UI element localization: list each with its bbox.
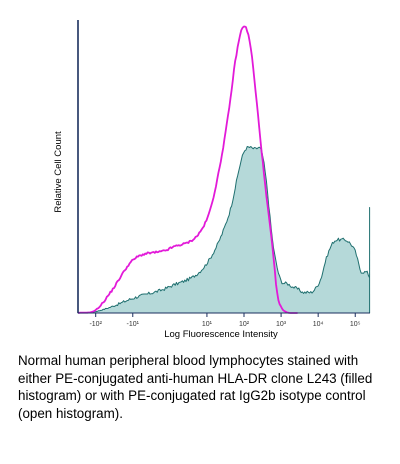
filled-histogram-hla-dr [77, 146, 371, 314]
figure-caption: Normal human peripheral blood lymphocyte… [18, 353, 373, 421]
open-histogram-isotype-control [77, 25, 298, 314]
x-tick-label: -10² [89, 321, 102, 328]
x-axis-ticks: -10² -10¹ 10¹ 10² 10³ 10⁴ 10⁵ [89, 313, 361, 328]
x-tick-label: 10² [239, 321, 250, 328]
x-tick-label: 10⁵ [350, 321, 361, 328]
x-tick-label: 10⁴ [313, 321, 324, 328]
flow-histogram-chart: -10² -10¹ 10¹ 10² 10³ 10⁴ 10⁵ Relative Cell Co… [53, 20, 371, 340]
y-axis-label: Relative Cell Count [53, 131, 64, 213]
x-tick-label: 10³ [276, 321, 287, 328]
plot-area [77, 25, 371, 314]
x-axis-label: Log Fluorescence Intensity [164, 329, 278, 340]
x-tick-label: 10¹ [202, 321, 213, 328]
x-tick-label: -10¹ [127, 321, 140, 328]
